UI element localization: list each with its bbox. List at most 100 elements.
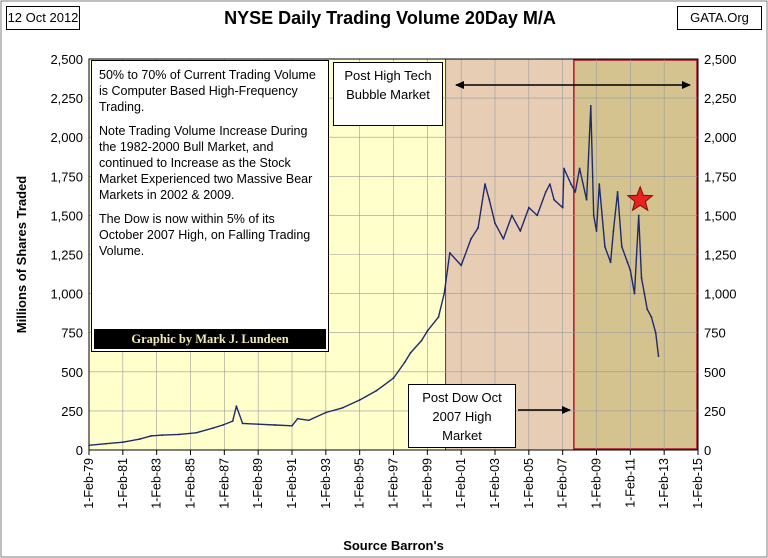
x-tick-label: 1-Feb-01 (454, 458, 468, 509)
x-tick-label: 1-Feb-85 (184, 458, 198, 509)
y-tick-label-right: 0 (704, 443, 711, 458)
data-point (643, 292, 646, 295)
data-point (231, 420, 234, 422)
data-point (657, 355, 660, 358)
data-point (341, 406, 344, 409)
chart-title: NYSE Daily Trading Volume 20Day M/A (224, 8, 556, 28)
data-point (161, 434, 164, 437)
y-tick-label-right: 250 (704, 404, 726, 419)
y-tick-label-left: 1,250 (50, 248, 83, 263)
y-tick-label-right: 2,250 (704, 91, 737, 106)
data-point (296, 417, 299, 420)
data-point (484, 183, 486, 186)
data-point (403, 361, 406, 364)
plot-border (88, 58, 699, 451)
y-tick-label-left: 2,000 (50, 130, 83, 145)
data-point (592, 214, 595, 217)
data-point (570, 183, 572, 186)
data-point (212, 427, 214, 430)
data-point (460, 264, 463, 267)
data-point (105, 442, 107, 445)
data-point (519, 230, 522, 232)
x-tick-label: 1-Feb-81 (116, 458, 130, 509)
data-point (477, 227, 479, 229)
post-dow-label: Post Dow Oct 2007 High Market (408, 384, 516, 448)
data-point (241, 422, 244, 425)
data-point (612, 230, 615, 232)
credit-banner: Graphic by Mark J. Lundeen (94, 329, 326, 349)
data-point (409, 352, 412, 354)
y-tick-label-right: 1,000 (704, 287, 737, 302)
data-point (488, 198, 491, 201)
x-tick-label: 1-Feb-91 (285, 458, 299, 509)
data-point (257, 423, 260, 426)
notes-box: 50% to 70% of Current Trading Volume is … (91, 60, 329, 352)
date-text: 12 Oct 2012 (7, 10, 79, 25)
data-point (448, 252, 451, 254)
x-tick-label: 1-Feb-79 (82, 458, 96, 509)
x-tick-label: 1-Feb-93 (319, 458, 333, 509)
y-tick-label-right: 2,000 (704, 130, 737, 145)
data-point (221, 424, 224, 426)
y-tick-label-right: 1,250 (704, 248, 737, 263)
data-point (598, 183, 601, 186)
data-point (650, 316, 653, 318)
data-point (646, 308, 649, 311)
data-point (308, 419, 310, 422)
x-tick-label: 1-Feb-83 (150, 458, 164, 509)
data-point (527, 206, 530, 209)
x-tick-label: 1-Feb-87 (217, 458, 231, 509)
note-dow-high: The Dow is now within 5% of its October … (99, 212, 311, 258)
x-tick-label: 1-Feb-03 (488, 458, 502, 509)
data-point (609, 261, 612, 264)
data-point (548, 183, 551, 186)
y-tick-label-left: 1,000 (50, 287, 83, 302)
data-point (633, 292, 636, 295)
x-axis-title: Source Barron's (343, 538, 444, 553)
data-point (195, 431, 197, 434)
data-point (629, 269, 632, 272)
data-point (553, 198, 556, 201)
x-tick-label: 1-Feb-89 (251, 458, 265, 509)
data-point (578, 167, 581, 170)
x-tick-label: 1-Feb-97 (387, 458, 401, 509)
data-point (138, 438, 141, 440)
data-point (291, 424, 293, 427)
y-tick-label-left: 0 (76, 443, 83, 458)
x-tick-label: 1-Feb-09 (590, 458, 604, 509)
x-tick-label: 1-Feb-05 (522, 458, 536, 509)
data-point (626, 261, 629, 264)
data-point (178, 433, 181, 436)
data-point (620, 245, 623, 248)
x-tick-label: 1-Feb-95 (353, 458, 367, 509)
y-tick-label-left: 2,250 (50, 91, 83, 106)
data-point (235, 405, 238, 408)
data-point (324, 411, 327, 414)
y-axis-title: Millions of Shares Traded (14, 176, 29, 334)
data-point (420, 339, 423, 342)
x-tick-label: 1-Feb-11 (623, 458, 637, 508)
data-point (604, 245, 606, 248)
data-point (274, 424, 276, 426)
y-tick-label-left: 250 (61, 404, 83, 419)
data-point (502, 237, 505, 240)
data-point (392, 377, 395, 379)
data-point (616, 191, 619, 193)
data-point (536, 214, 539, 217)
data-point (150, 435, 152, 437)
y-tick-label-left: 1,500 (50, 208, 83, 223)
y-tick-label-left: 1,750 (50, 169, 83, 184)
y-tick-label-right: 500 (704, 365, 726, 380)
y-tick-label-left: 500 (61, 365, 83, 380)
y-tick-label-right: 1,500 (704, 208, 737, 223)
post-tech-label: Post High Tech Bubble Market (333, 62, 443, 126)
data-point (443, 292, 446, 295)
x-tick-label: 1-Feb-07 (556, 458, 570, 509)
note-volume-increase: Note Trading Volume Increase During the … (99, 124, 313, 202)
data-point (511, 214, 513, 217)
data-point (437, 316, 440, 318)
source-tag-text: GATA.Org (690, 10, 749, 25)
data-point (595, 230, 598, 232)
data-point (544, 191, 547, 193)
